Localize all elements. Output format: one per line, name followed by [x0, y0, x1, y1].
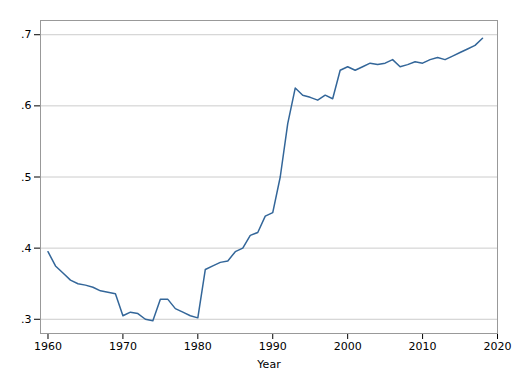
svg-text:.3: .3: [21, 313, 32, 326]
svg-text:2020: 2020: [484, 340, 512, 353]
svg-text:2010: 2010: [409, 340, 437, 353]
svg-text:.4: .4: [21, 242, 32, 255]
svg-text:1980: 1980: [184, 340, 212, 353]
svg-text:.5: .5: [21, 171, 32, 184]
svg-text:1990: 1990: [259, 340, 287, 353]
svg-text:.6: .6: [21, 99, 32, 112]
svg-text:.7: .7: [21, 28, 32, 41]
svg-text:1960: 1960: [34, 340, 62, 353]
svg-text:Year: Year: [256, 358, 281, 371]
svg-text:2000: 2000: [334, 340, 362, 353]
svg-text:1970: 1970: [109, 340, 137, 353]
